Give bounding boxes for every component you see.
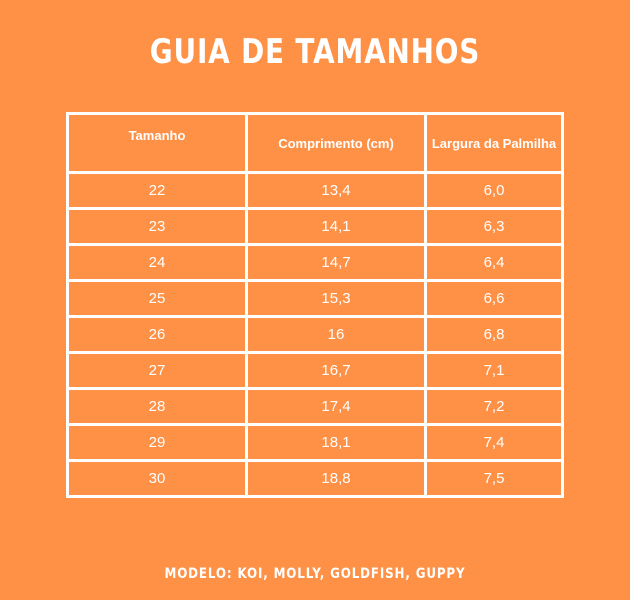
table-row: 26 16 6,8 [66, 315, 564, 354]
table-row: 25 15,3 6,6 [66, 279, 564, 318]
cell-width: 7,5 [424, 459, 564, 498]
cell-length: 14,1 [245, 207, 427, 246]
cell-length: 18,8 [245, 459, 427, 498]
cell-size: 26 [66, 315, 248, 354]
models-footer: MODELO: KOI, MOLLY, GOLDFISH, GUPPY [164, 566, 466, 582]
cell-width: 6,4 [424, 243, 564, 282]
table-row: 27 16,7 7,1 [66, 351, 564, 390]
cell-length: 14,7 [245, 243, 427, 282]
cell-length: 17,4 [245, 387, 427, 426]
cell-size: 24 [66, 243, 248, 282]
cell-length: 15,3 [245, 279, 427, 318]
cell-width: 7,1 [424, 351, 564, 390]
cell-width: 6,6 [424, 279, 564, 318]
table-row: 23 14,1 6,3 [66, 207, 564, 246]
table-row: 30 18,8 7,5 [66, 459, 564, 498]
cell-size: 23 [66, 207, 248, 246]
table-row: 22 13,4 6,0 [66, 171, 564, 210]
cell-width: 6,3 [424, 207, 564, 246]
cell-length: 16 [245, 315, 427, 354]
cell-width: 7,4 [424, 423, 564, 462]
cell-size: 25 [66, 279, 248, 318]
cell-width: 6,8 [424, 315, 564, 354]
header-width: Largura da Palmilha [424, 112, 564, 174]
size-table: Tamanho Comprimento (cm) Largura da Palm… [66, 112, 564, 498]
table-row: 28 17,4 7,2 [66, 387, 564, 426]
cell-length: 18,1 [245, 423, 427, 462]
cell-size: 29 [66, 423, 248, 462]
cell-size: 30 [66, 459, 248, 498]
cell-length: 13,4 [245, 171, 427, 210]
header-length: Comprimento (cm) [245, 112, 427, 174]
cell-size: 22 [66, 171, 248, 210]
table-row: 24 14,7 6,4 [66, 243, 564, 282]
cell-size: 28 [66, 387, 248, 426]
table-row: 29 18,1 7,4 [66, 423, 564, 462]
cell-width: 7,2 [424, 387, 564, 426]
table-body: 22 13,4 6,0 23 14,1 6,3 24 14,7 6,4 25 1… [66, 171, 564, 498]
header-size: Tamanho [66, 112, 248, 174]
page-title: GUIA DE TAMANHOS [149, 32, 481, 72]
cell-width: 6,0 [424, 171, 564, 210]
table-header-row: Tamanho Comprimento (cm) Largura da Palm… [66, 112, 564, 174]
cell-size: 27 [66, 351, 248, 390]
cell-length: 16,7 [245, 351, 427, 390]
